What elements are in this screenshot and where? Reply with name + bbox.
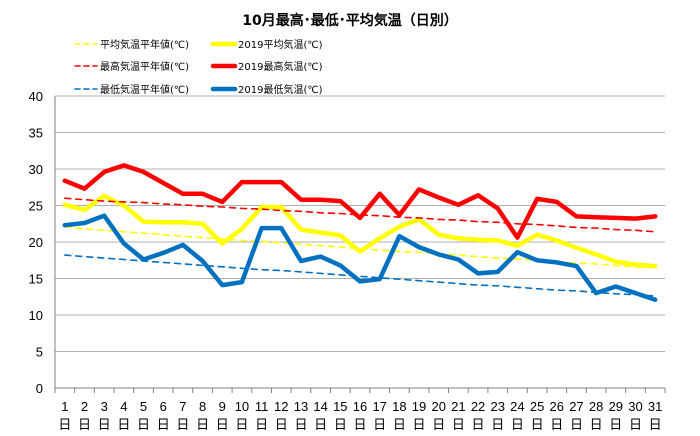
legend: 平均気温平年値(℃) 2019平均気温(℃) 最高気温平年値(℃) 2019最高気温(… — [74, 38, 323, 96]
x-tick-label: 20 — [431, 399, 445, 414]
x-tick-unit: 日 — [176, 417, 189, 432]
x-axis: 1日2日3日4日5日6日7日8日9日10日11日12日13日14日15日16日1… — [54, 387, 666, 432]
x-tick-unit: 日 — [353, 417, 366, 432]
x-tick-unit: 日 — [334, 417, 347, 432]
x-tick-label: 16 — [353, 399, 367, 414]
legend-label-4: 2019最高気温(℃) — [238, 60, 323, 73]
x-tick-unit: 日 — [550, 417, 563, 432]
x-tick-label: 1 — [61, 399, 68, 414]
x-tick-label: 4 — [120, 399, 127, 414]
y-tick-label: 40 — [29, 89, 43, 104]
x-tick-label: 28 — [589, 399, 603, 414]
x-tick-label: 9 — [219, 399, 226, 414]
x-tick-unit: 日 — [649, 417, 662, 432]
x-tick-label: 23 — [491, 399, 505, 414]
legend-label-3: 最高気温平年値(℃) — [100, 60, 189, 73]
y-tick-label: 5 — [36, 345, 43, 360]
x-tick-unit: 日 — [393, 417, 406, 432]
x-tick-unit: 日 — [373, 417, 386, 432]
y-tick-label: 10 — [29, 308, 43, 323]
x-tick-unit: 日 — [275, 417, 288, 432]
x-tick-label: 29 — [609, 399, 623, 414]
x-tick-unit: 日 — [452, 417, 465, 432]
y-tick-label: 30 — [29, 162, 43, 177]
x-tick-label: 21 — [451, 399, 465, 414]
x-tick-unit: 日 — [196, 417, 209, 432]
x-tick-unit: 日 — [78, 417, 91, 432]
series-lines — [62, 163, 658, 302]
x-tick-label: 18 — [392, 399, 406, 414]
series-line-4 — [62, 163, 658, 240]
x-tick-label: 22 — [471, 399, 485, 414]
x-tick-unit: 日 — [294, 417, 307, 432]
x-tick-label: 7 — [179, 399, 186, 414]
x-tick-unit: 日 — [137, 417, 150, 432]
legend-label-1: 平均気温平年値(℃) — [100, 38, 189, 51]
x-tick-unit: 日 — [216, 417, 229, 432]
x-tick-unit: 日 — [98, 417, 111, 432]
x-tick-label: 31 — [648, 399, 662, 414]
legend-label-5: 最低気温平年値(℃) — [100, 83, 189, 96]
x-tick-label: 14 — [313, 399, 327, 414]
x-tick-unit: 日 — [255, 417, 268, 432]
chart-title: 10月最高･最低･平均気温（日別） — [242, 12, 457, 29]
y-tick-label: 25 — [29, 199, 43, 214]
x-tick-unit: 日 — [117, 417, 130, 432]
x-tick-label: 5 — [140, 399, 147, 414]
x-tick-unit: 日 — [590, 417, 603, 432]
x-tick-unit: 日 — [413, 417, 426, 432]
x-tick-label: 13 — [294, 399, 308, 414]
x-tick-label: 3 — [101, 399, 108, 414]
series-line-2 — [62, 193, 658, 269]
y-tick-label: 20 — [29, 235, 43, 250]
x-tick-unit: 日 — [58, 417, 71, 432]
legend-label-6: 2019最低気温(℃) — [238, 83, 323, 96]
x-tick-unit: 日 — [491, 417, 504, 432]
gridlines — [55, 95, 665, 352]
x-tick-unit: 日 — [157, 417, 170, 432]
x-tick-label: 27 — [569, 399, 583, 414]
x-tick-unit: 日 — [314, 417, 327, 432]
x-tick-label: 8 — [199, 399, 206, 414]
x-tick-label: 11 — [255, 399, 269, 414]
x-tick-unit: 日 — [629, 417, 642, 432]
x-tick-label: 2 — [81, 399, 88, 414]
series-line-1 — [64, 225, 657, 269]
x-tick-label: 6 — [160, 399, 167, 414]
series-line-3 — [64, 197, 657, 233]
x-tick-unit: 日 — [511, 417, 524, 432]
y-tick-label: 15 — [29, 272, 43, 287]
x-tick-unit: 日 — [432, 417, 445, 432]
x-tick-unit: 日 — [570, 417, 583, 432]
y-tick-label: 0 — [36, 381, 43, 396]
legend-label-2: 2019平均気温(℃) — [238, 38, 323, 51]
x-tick-label: 19 — [412, 399, 426, 414]
x-tick-label: 24 — [510, 399, 524, 414]
x-tick-label: 25 — [530, 399, 544, 414]
x-tick-unit: 日 — [531, 417, 544, 432]
y-axis: 0 5 10 15 20 25 30 35 40 — [29, 89, 56, 396]
x-tick-label: 30 — [628, 399, 642, 414]
x-tick-unit: 日 — [609, 417, 622, 432]
x-tick-unit: 日 — [472, 417, 485, 432]
x-tick-label: 26 — [550, 399, 564, 414]
x-tick-unit: 日 — [235, 417, 248, 432]
x-tick-label: 12 — [274, 399, 288, 414]
series-line-6 — [62, 213, 658, 302]
x-tick-label: 17 — [372, 399, 386, 414]
x-tick-label: 15 — [333, 399, 347, 414]
x-tick-label: 10 — [235, 399, 249, 414]
y-tick-label: 35 — [29, 126, 43, 141]
series-line-5 — [64, 254, 657, 297]
